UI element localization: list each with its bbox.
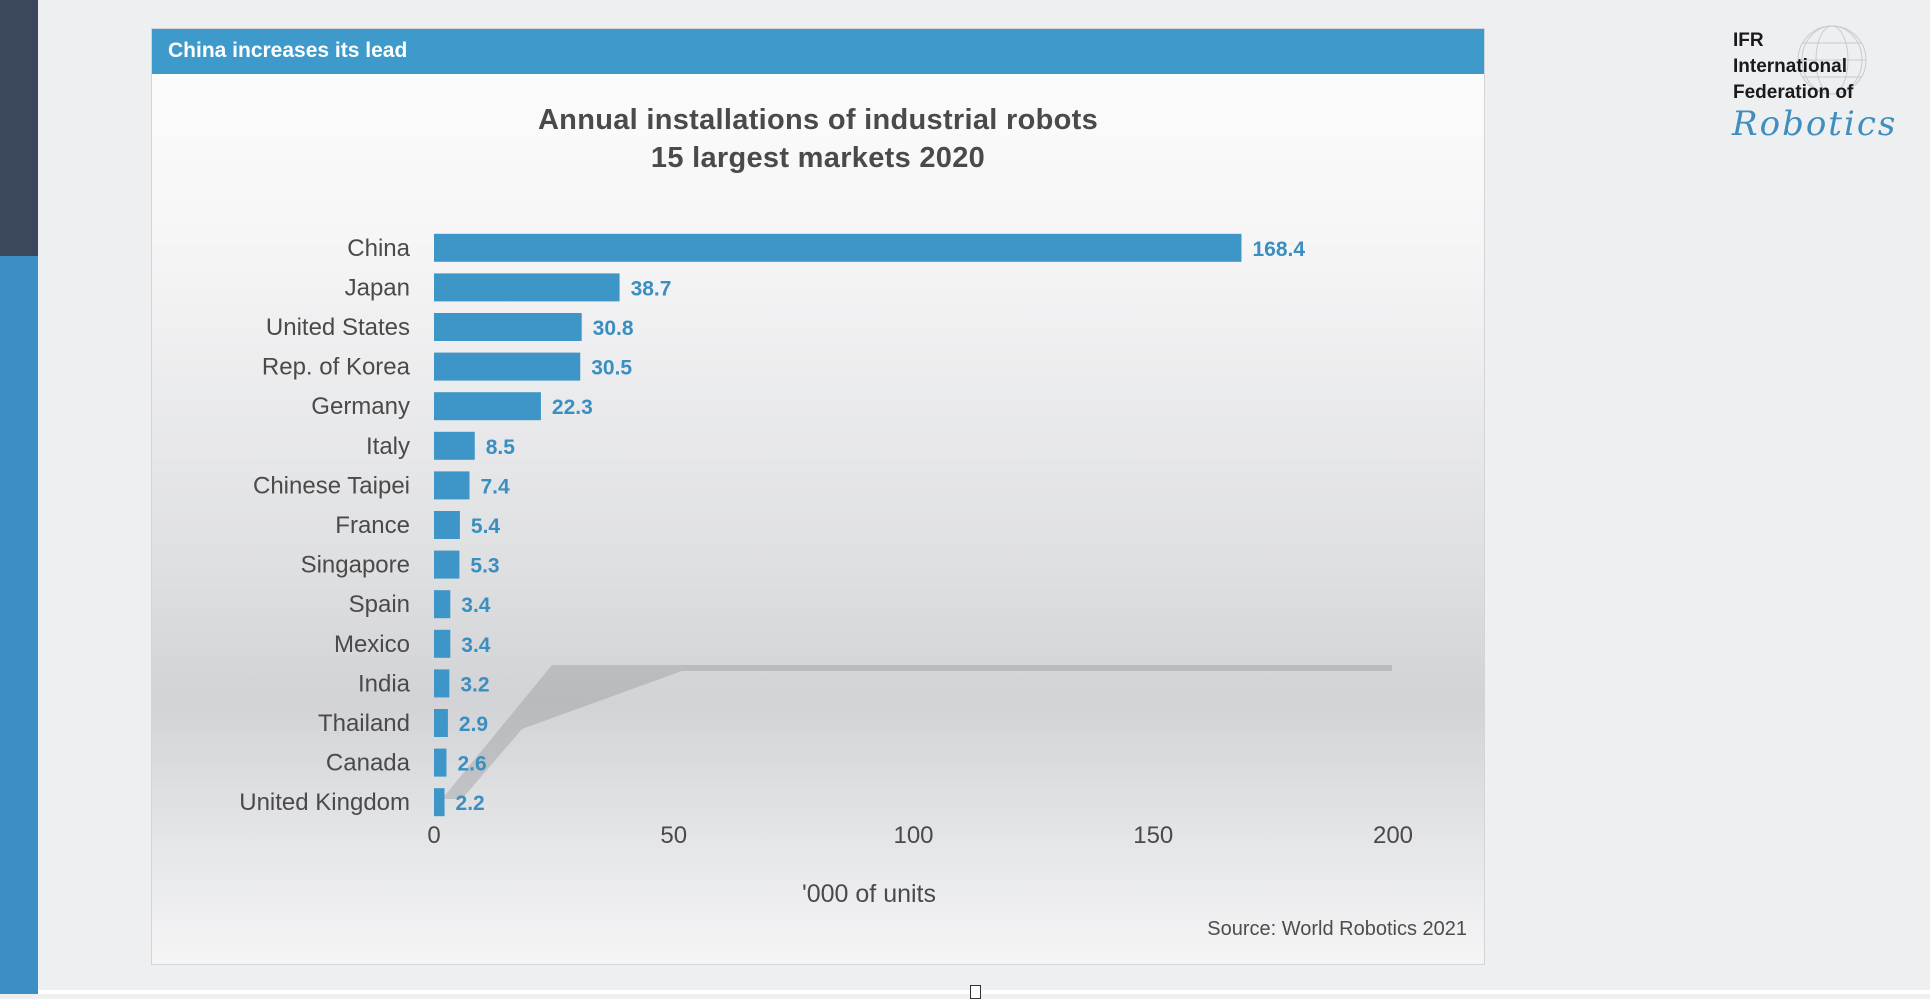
category-label: Italy: [366, 433, 410, 460]
value-label: 3.4: [461, 594, 491, 617]
bar-rep-of-korea: [434, 352, 581, 381]
category-label: France: [335, 512, 410, 539]
bar-japan: [434, 273, 620, 302]
bar-germany: [434, 392, 541, 421]
value-label: 7.4: [480, 475, 510, 498]
value-label: 5.4: [471, 515, 501, 538]
bar-chinese-taipei: [434, 471, 470, 500]
bar-thailand: [434, 709, 448, 737]
value-label: 30.8: [593, 317, 634, 340]
chart-source: Source: World Robotics 2021: [1207, 918, 1467, 940]
value-label: 30.5: [591, 357, 632, 380]
ifr-logo: IFR International Federation of Robotics: [1730, 25, 1920, 148]
x-tick-label: 150: [1133, 822, 1173, 849]
category-label: Germany: [311, 393, 410, 420]
logo-text-federation: Federation of: [1733, 82, 1854, 103]
bar-mexico: [434, 629, 451, 658]
category-label: Rep. of Korea: [262, 354, 411, 381]
value-label: 2.9: [459, 713, 488, 736]
logo-text-international: International: [1733, 56, 1848, 77]
category-label: Mexico: [334, 631, 410, 658]
category-label: Canada: [326, 750, 411, 777]
category-label: Thailand: [318, 710, 410, 737]
value-label: 3.4: [461, 634, 491, 657]
left-strip-blue: [0, 256, 38, 994]
bar-italy: [434, 431, 475, 460]
bar-chart: China 168.4 Japan 38.7 United States 30.8 Rep.…: [239, 233, 1413, 908]
category-label: India: [358, 670, 411, 697]
x-axis-label: '000 of units: [802, 880, 936, 908]
x-tick-label: 0: [427, 822, 440, 849]
category-label: Japan: [345, 274, 410, 301]
chart-title: Annual installations of industrial robot…: [537, 104, 1099, 136]
x-tick-label: 200: [1373, 822, 1413, 849]
category-label: Singapore: [301, 552, 410, 579]
chart-title-block: Annual installations of industrial robot…: [152, 101, 1484, 177]
bar-united-states: [434, 313, 582, 341]
value-label: 2.6: [457, 753, 486, 776]
bar-france: [434, 511, 460, 539]
category-label: China: [347, 235, 410, 262]
value-label: 8.5: [486, 436, 516, 459]
category-label: Chinese Taipei: [253, 472, 410, 499]
x-tick-label: 100: [893, 822, 933, 849]
category-label: United Kingdom: [239, 789, 410, 816]
value-label: 22.3: [552, 396, 593, 419]
slide-card: China increases its lead Annual installa…: [151, 28, 1485, 965]
value-label: 3.2: [460, 673, 489, 696]
card-header-title: China increases its lead: [168, 39, 408, 62]
bar-singapore: [434, 550, 460, 579]
mouse-cursor: [970, 985, 981, 999]
bottom-band: [38, 990, 1930, 994]
globe-icon: [1797, 25, 1867, 95]
bar-spain: [434, 590, 451, 619]
category-label: United States: [266, 314, 410, 341]
bar-canada: [434, 748, 447, 777]
card-header: China increases its lead: [152, 29, 1484, 74]
value-label: 5.3: [470, 555, 499, 578]
category-label: Spain: [349, 591, 410, 618]
value-label: 2.2: [456, 792, 485, 815]
logo-text-robotics: Robotics: [1732, 104, 1898, 144]
left-strip-dark: [0, 0, 38, 256]
bar-china: [434, 233, 1242, 262]
chart-subtitle: 15 largest markets 2020: [650, 142, 986, 174]
decorative-robot-shadow: [442, 665, 1392, 799]
value-label: 168.4: [1252, 238, 1305, 261]
bar-united-kingdom: [434, 788, 445, 817]
bar-india: [434, 669, 450, 698]
value-label: 38.7: [631, 277, 672, 300]
x-tick-label: 50: [660, 822, 687, 849]
logo-text-ifr: IFR: [1733, 30, 1764, 51]
